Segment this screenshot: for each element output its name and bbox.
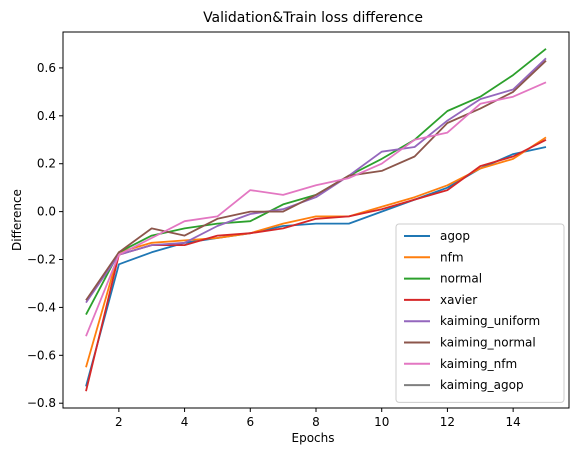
legend-label: kaiming_agop <box>440 378 524 392</box>
plot-lines <box>85 48 547 392</box>
y-tick-label: 0.4 <box>37 109 56 123</box>
chart-title: Validation&Train loss difference <box>203 10 423 26</box>
y-tick-label: 0.6 <box>37 61 56 75</box>
y-tick-label: 0.2 <box>37 157 56 171</box>
legend-box <box>395 223 565 403</box>
legend-label: kaiming_uniform <box>440 314 540 328</box>
x-tick-label: 2 <box>115 415 123 429</box>
series-line-kaiming-uniform <box>85 57 547 304</box>
x-axis: 2 4 6 8 10 12 14 <box>115 408 521 429</box>
x-tick-label: 6 <box>246 415 254 429</box>
legend-label: kaiming_nfm <box>440 357 517 371</box>
x-tick-label: 8 <box>312 415 320 429</box>
y-tick-label: −0.6 <box>27 348 56 362</box>
y-tick-label: −0.4 <box>27 300 56 314</box>
x-tick-label: 14 <box>506 415 521 429</box>
x-tick-label: 12 <box>440 415 455 429</box>
legend-label: kaiming_normal <box>440 336 536 350</box>
x-tick-label: 10 <box>374 415 389 429</box>
legend-label: normal <box>440 272 482 286</box>
x-axis-label: Epochs <box>292 431 335 445</box>
y-axis: −0.8 −0.6 −0.4 −0.2 0.0 0.2 0.4 0.6 <box>27 61 63 410</box>
legend-label: nfm <box>440 250 464 264</box>
legend: agop nfm normal xavier kaiming_uniformkaimin… <box>395 223 565 403</box>
legend-label: agop <box>440 229 470 243</box>
y-tick-label: −0.2 <box>27 253 56 267</box>
y-tick-label: −0.8 <box>27 396 56 410</box>
x-tick-label: 4 <box>181 415 189 429</box>
y-axis-label: Difference <box>10 189 24 251</box>
y-tick-label: 0.0 <box>37 205 56 219</box>
series-line-kaiming-nfm <box>85 81 547 337</box>
legend-label: xavier <box>440 293 477 307</box>
